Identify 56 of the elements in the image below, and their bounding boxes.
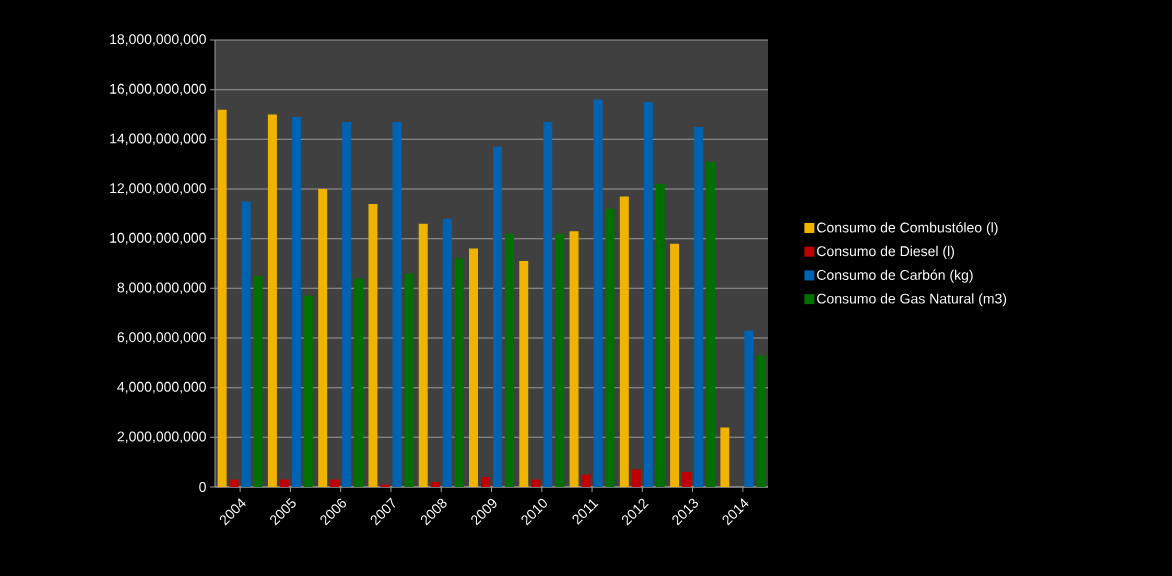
bar bbox=[442, 218, 452, 487]
bar bbox=[368, 203, 378, 487]
bar bbox=[720, 427, 730, 487]
bar bbox=[631, 469, 641, 487]
y-tick-label: 12,000,000,000 bbox=[110, 183, 206, 195]
bar bbox=[756, 355, 766, 487]
bar bbox=[543, 121, 553, 487]
bar bbox=[404, 273, 414, 487]
bar bbox=[670, 243, 680, 487]
bar bbox=[619, 196, 629, 487]
bar bbox=[392, 121, 402, 487]
bar bbox=[318, 189, 328, 487]
bar bbox=[217, 109, 227, 487]
bar bbox=[481, 477, 490, 487]
y-tick-label: 2,000,000,000 bbox=[117, 431, 206, 444]
legend-label: Consumo de Diesel (l) bbox=[817, 245, 954, 259]
y-tick-label: 10,000,000,000 bbox=[110, 232, 206, 245]
y-tick-label: 14,000,000,000 bbox=[110, 133, 206, 146]
bar bbox=[655, 184, 665, 487]
bar bbox=[694, 126, 704, 487]
bar bbox=[354, 278, 364, 487]
bar bbox=[593, 99, 603, 487]
bar bbox=[418, 223, 428, 487]
legend-label: Consumo de Carbón (kg) bbox=[817, 269, 973, 283]
y-tick-label: 6,000,000,000 bbox=[117, 332, 206, 344]
bar bbox=[241, 201, 251, 487]
bar bbox=[581, 474, 591, 487]
bar bbox=[291, 116, 301, 487]
bar bbox=[505, 233, 514, 487]
bar bbox=[430, 482, 440, 487]
bar bbox=[605, 208, 615, 487]
bar bbox=[253, 275, 263, 487]
bar bbox=[279, 479, 289, 487]
bar bbox=[229, 479, 239, 487]
bar bbox=[267, 114, 277, 487]
y-tick-label: 4,000,000,000 bbox=[117, 381, 206, 394]
bar bbox=[569, 231, 579, 487]
bar bbox=[519, 261, 529, 487]
bar bbox=[682, 472, 692, 487]
y-tick-label: 0 bbox=[199, 482, 206, 492]
bar bbox=[342, 121, 352, 487]
legend-label: Consumo de Gas Natural (m3) bbox=[817, 293, 1007, 307]
legend-label: Consumo de Combustóleo (l) bbox=[817, 222, 998, 236]
bar bbox=[330, 479, 340, 487]
bar bbox=[643, 102, 653, 487]
bar bbox=[531, 479, 541, 487]
bar bbox=[454, 258, 464, 487]
bar bbox=[469, 248, 478, 487]
y-tick-label: 16,000,000,000 bbox=[110, 83, 206, 96]
y-tick-label: 8,000,000,000 bbox=[117, 282, 206, 295]
bar bbox=[303, 295, 313, 487]
bar bbox=[744, 330, 754, 487]
bar bbox=[493, 146, 502, 487]
bar bbox=[706, 161, 716, 487]
y-tick-label: 18,000,000,000 bbox=[110, 34, 206, 46]
bar bbox=[555, 233, 565, 487]
